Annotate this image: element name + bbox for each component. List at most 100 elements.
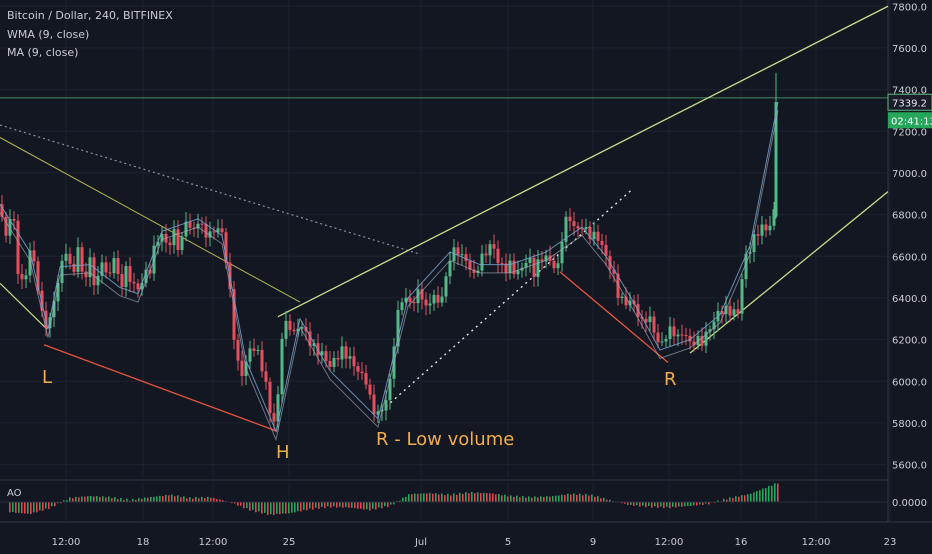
ao-bar [585,493,587,502]
candle-body [204,223,208,238]
ao-bar [174,496,176,502]
time-tick-label: 18 [137,537,150,548]
candle-body [60,260,64,284]
candle-body [740,279,744,314]
ao-bar [36,502,38,513]
ao-bar [84,496,86,502]
candle-body [268,381,272,414]
ao-bar [564,494,566,502]
ao-bar [111,498,113,502]
candle-body [488,244,492,256]
ao-bar [309,502,311,509]
ao-bar [735,496,737,502]
ao-bar [354,502,356,509]
ao-bar [108,496,110,502]
ao-bar [411,494,413,502]
ao-tick-label: 0.0000 [892,498,927,509]
candle-body [348,356,352,359]
ao-bar [210,497,212,502]
candle-body [64,253,68,261]
ao-bar [705,502,707,504]
chart-title[interactable]: Bitcoin / Dollar, 240, BITFINEX [7,9,173,22]
candle-body [104,262,108,273]
ao-bar [117,499,119,502]
ma-legend[interactable]: MA (9, close) [7,46,79,59]
ao-legend[interactable]: AO [7,488,22,499]
ao-bar [153,496,155,502]
candle-body [468,260,472,270]
price-axis[interactable]: 7800.0 7600.0 7400.0 7200.0 7000.0 6800.0 6600… [887,2,932,509]
candle-body [24,275,28,280]
price-tick-label: 7400.0 [892,86,927,97]
ao-bar [189,497,191,502]
candle-body [484,253,488,256]
ao-bar [480,493,482,502]
ao-bar [678,502,680,507]
ao-bar [342,502,344,508]
ao-bar [624,502,626,504]
ao-bar [306,502,308,511]
candle-body [0,204,4,217]
wma-line [0,101,779,433]
ao-bar [33,502,35,513]
ao-bar [156,496,158,502]
ao-bar [240,502,242,506]
ao-bar [390,502,392,505]
ao-bar [273,502,275,515]
ao-bar [51,502,53,507]
candle-body [774,102,778,217]
candle-body [680,334,684,336]
ao-bar [471,491,473,502]
candle-body [536,259,540,277]
ao-bar [231,502,233,504]
candle-body [136,283,140,290]
ao-bar [708,502,710,505]
candle-body [28,250,32,276]
candle-body [256,349,260,351]
candle-body [612,269,616,274]
ao-bar [345,502,347,508]
ao-bar [330,502,332,508]
candle-body [696,335,700,346]
candle-body [212,231,216,233]
candle-body [276,394,280,422]
ao-bar [195,497,197,502]
candle-body [108,272,112,274]
candle-body [704,331,708,346]
ao-bar [375,502,377,510]
ao-bar [255,502,257,513]
ao-bar [567,493,569,502]
grid-layer [0,0,932,523]
price-tick-label: 6400.0 [892,294,927,305]
ao-bar [405,496,407,502]
candle-body [48,317,52,329]
candle-body [144,269,148,283]
candle-body [492,244,496,249]
candle-body [112,258,116,274]
ao-bar [213,497,215,502]
candle-body [300,326,304,329]
candle-body [52,301,56,318]
candle-body [240,360,244,376]
candle-body [32,250,36,262]
ao-bar [633,502,635,506]
ao-bar [78,497,80,502]
candle-body [368,384,372,395]
candle-body [56,283,60,302]
candle-body [620,296,624,299]
ao-bar [588,495,590,502]
candle-body [372,394,376,415]
ao-bar [27,502,29,514]
ao-bar [369,502,371,511]
trendline-left-rising [0,282,48,330]
candle-body [672,326,676,337]
candle-body [448,261,452,277]
time-axis[interactable]: 12:00 18 12:00 25 Jul 5 9 12:00 16 12:00 23 [52,537,897,548]
ao-bar [540,496,542,502]
ao-bar [420,493,422,502]
ao-bar [198,498,200,502]
wma-legend[interactable]: WMA (9, close) [7,28,90,41]
candle-body [676,334,680,337]
